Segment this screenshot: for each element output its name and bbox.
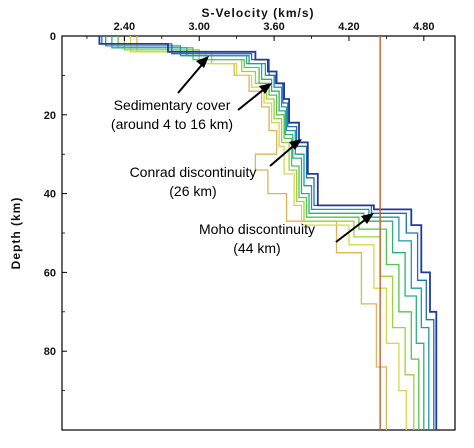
x-tick-label: 3.00 — [189, 21, 210, 33]
annotation-sedimentary: Sedimentary cover (around 4 to 16 km) — [111, 56, 272, 132]
annotation-arrowhead-sedimentary-1 — [196, 56, 209, 68]
annotation-sedimentary-line2: (around 4 to 16 km) — [111, 116, 233, 132]
annotation-moho-line1: Moho discontinuity — [199, 221, 315, 237]
y-axis-title: Depth (km) — [9, 197, 23, 270]
annotation-moho: Moho discontinuity (44 km) — [199, 213, 374, 256]
annotation-conrad-line1: Conrad discontinuity — [130, 164, 257, 180]
plot-area — [61, 35, 456, 431]
y-tick-label: 20 — [44, 110, 56, 122]
velocity-profile-line — [129, 36, 407, 430]
annotation-arrowhead-sedimentary-2 — [259, 83, 272, 94]
annotation-sedimentary-line1: Sedimentary cover — [114, 97, 231, 113]
y-tick-label: 80 — [44, 346, 56, 358]
annotation-conrad: Conrad discontinuity (26 km) — [130, 139, 302, 199]
velocity-profile-line — [123, 36, 415, 430]
annotation-arrowhead-moho — [361, 213, 374, 224]
velocity-profile-line — [136, 36, 388, 430]
y-ticks: 0 20 40 60 80 — [44, 31, 67, 392]
x-tick-label: 4.80 — [413, 21, 434, 33]
x-axis-title: S-Velocity (km/s) — [201, 6, 314, 20]
velocity-profile-line — [117, 36, 420, 430]
y-tick-label: 60 — [44, 267, 56, 279]
x-ticks: 2.40 3.00 3.60 4.20 4.80 — [86, 21, 435, 41]
x-tick-label: 4.20 — [338, 21, 359, 33]
annotation-arrowhead-conrad — [289, 139, 302, 150]
y-tick-label: 0 — [50, 31, 56, 43]
x-tick-label: 2.40 — [114, 21, 135, 33]
x-tick-label: 3.60 — [263, 21, 284, 33]
velocity-profile-line — [98, 36, 438, 430]
y-tick-label: 40 — [44, 189, 56, 201]
annotation-moho-line2: (44 km) — [233, 240, 280, 256]
velocity-profile-line — [101, 36, 435, 430]
annotation-conrad-line2: (26 km) — [169, 183, 216, 199]
